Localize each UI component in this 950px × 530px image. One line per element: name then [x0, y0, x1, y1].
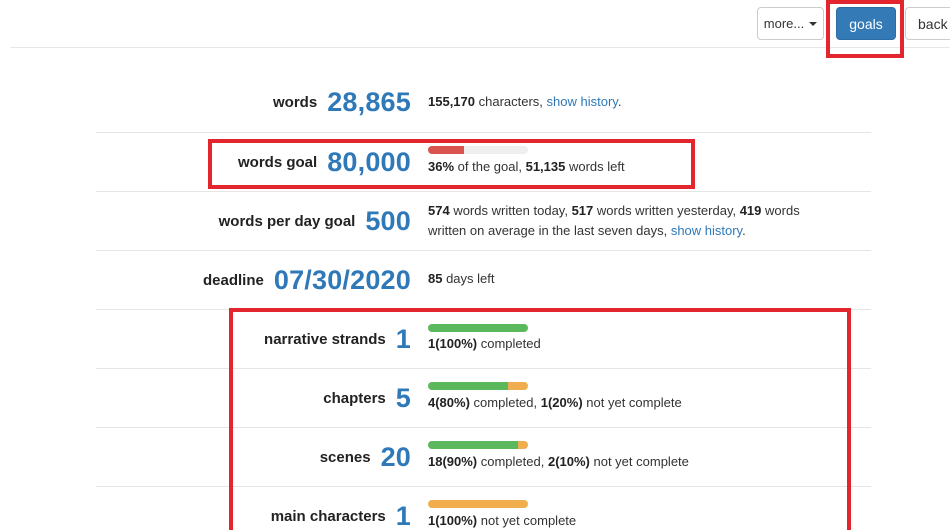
progress-completed-segment — [428, 324, 528, 332]
scenes-completed-count: 18(90%) — [428, 454, 478, 469]
words-value: 28,865 — [327, 87, 411, 117]
chapters-progress-bar — [428, 382, 528, 390]
main-characters-progress-bar — [428, 500, 528, 508]
chapters-description: 4(80%) completed, 1(20%) not yet complet… — [428, 393, 682, 413]
stat-row-deadline: deadline 07/30/2020 85 days left — [96, 251, 871, 310]
main-characters-label-value: main characters 1 — [271, 487, 411, 530]
row-divider — [96, 191, 871, 192]
narrative-strands-value: 1 — [395, 324, 411, 354]
top-toolbar: more... goals back — [0, 0, 950, 48]
show-history-link-daily[interactable]: show history — [670, 223, 743, 238]
strands-completed-count: 1(100%) — [428, 336, 478, 351]
words-goal-label: words goal — [238, 154, 318, 171]
stat-row-narrative-strands: narrative strands 1 1(100%) completed — [96, 310, 871, 369]
back-button[interactable]: back — [905, 7, 950, 40]
characters-count: 155,170 — [428, 94, 475, 109]
words-per-day-value: 500 — [365, 206, 411, 236]
scenes-label: scenes — [319, 449, 371, 466]
chapters-label-value: chapters 5 — [323, 369, 411, 428]
main-characters-incomplete-count: 1(100%) — [428, 513, 478, 528]
progress-completed-segment — [428, 441, 518, 449]
narrative-strands-progress-bar — [428, 324, 528, 332]
deadline-value: 07/30/2020 — [273, 265, 411, 295]
chapters-incomplete-count: 1(20%) — [540, 395, 583, 410]
words-left-text: words left — [565, 159, 625, 174]
narrative-strands-label: narrative strands — [264, 331, 386, 348]
words-goal-description: 36% of the goal, 51,135 words left — [428, 157, 625, 177]
scenes-progress-bar — [428, 441, 528, 449]
show-history-link[interactable]: show history — [546, 94, 618, 109]
words-left-count: 51,135 — [525, 159, 566, 174]
deadline-label-value: deadline 07/30/2020 — [203, 251, 411, 310]
stat-row-words-goal: words goal 80,000 36% of the goal, 51,13… — [96, 133, 871, 192]
deadline-label: deadline — [203, 272, 264, 289]
more-button-label: more... — [763, 16, 805, 31]
words-average-text: words — [761, 203, 800, 218]
chapters-label: chapters — [323, 390, 386, 407]
scenes-completed-text: completed, — [477, 454, 548, 469]
scenes-label-value: scenes 20 — [320, 428, 411, 487]
words-goal-progress-fill — [428, 146, 464, 154]
more-dropdown-button[interactable]: more... — [757, 7, 824, 40]
days-left-count: 85 — [428, 271, 443, 286]
days-left-text: days left — [442, 271, 495, 286]
stat-row-words: words 28,865 155,170 characters, show hi… — [96, 73, 871, 132]
words-per-day-label: words per day goal — [218, 213, 356, 230]
words-per-day-label-value: words per day goal 500 — [219, 192, 411, 251]
goal-percent: 36% — [428, 159, 455, 174]
words-goal-progress-bar — [428, 146, 528, 154]
chapters-completed-count: 4(80%) — [428, 395, 470, 410]
goals-button[interactable]: goals — [836, 7, 896, 40]
narrative-strands-label-value: narrative strands 1 — [264, 310, 411, 369]
stat-row-main-characters: main characters 1 1(100%) not yet comple… — [96, 487, 871, 530]
goal-percent-text: of the goal, — [454, 159, 526, 174]
words-average-count: 419 — [739, 203, 762, 218]
words-goal-value: 80,000 — [327, 147, 411, 177]
words-label: words — [273, 94, 318, 111]
main-characters-label: main characters — [270, 508, 386, 525]
row-divider — [96, 368, 871, 369]
toolbar-divider — [10, 47, 950, 48]
main-characters-value: 1 — [395, 501, 411, 530]
main-characters-description: 1(100%) not yet complete — [428, 511, 576, 530]
words-label-value: words 28,865 — [273, 73, 411, 132]
strands-completed-text: completed — [477, 336, 541, 351]
words-description: 155,170 characters, show history. — [428, 92, 621, 112]
words-today-text: words written today, — [449, 203, 572, 218]
caret-down-icon — [809, 21, 818, 26]
row-divider — [96, 132, 871, 133]
main-characters-incomplete-text: not yet complete — [477, 513, 577, 528]
words-per-day-description: 574 words written today, 517 words writt… — [428, 201, 800, 241]
characters-text: characters, — [475, 94, 547, 109]
deadline-description: 85 days left — [428, 269, 495, 289]
daily-period: . — [742, 223, 746, 238]
chapters-incomplete-text: not yet complete — [582, 395, 682, 410]
words-period: . — [617, 94, 622, 109]
stat-row-words-per-day: words per day goal 500 574 words written… — [96, 192, 871, 251]
narrative-strands-description: 1(100%) completed — [428, 334, 541, 354]
progress-completed-segment — [428, 382, 508, 390]
row-divider — [96, 427, 871, 428]
words-today-count: 574 — [428, 203, 450, 218]
stat-row-scenes: scenes 20 18(90%) completed, 2(10%) not … — [96, 428, 871, 487]
row-divider — [96, 486, 871, 487]
scenes-description: 18(90%) completed, 2(10%) not yet comple… — [428, 452, 689, 472]
words-yesterday-count: 517 — [571, 203, 594, 218]
progress-incomplete-segment — [508, 382, 528, 390]
progress-incomplete-segment — [518, 441, 528, 449]
average-line-text: written on average in the last seven day… — [428, 223, 671, 238]
progress-incomplete-segment — [428, 500, 528, 508]
stat-row-chapters: chapters 5 4(80%) completed, 1(20%) not … — [96, 369, 871, 428]
words-yesterday-text: words written yesterday, — [593, 203, 740, 218]
scenes-incomplete-count: 2(10%) — [547, 454, 590, 469]
chapters-value: 5 — [395, 383, 411, 413]
chapters-completed-text: completed, — [469, 395, 541, 410]
scenes-value: 20 — [380, 442, 411, 472]
words-goal-label-value: words goal 80,000 — [238, 133, 411, 192]
row-divider — [96, 250, 871, 251]
scenes-incomplete-text: not yet complete — [589, 454, 689, 469]
